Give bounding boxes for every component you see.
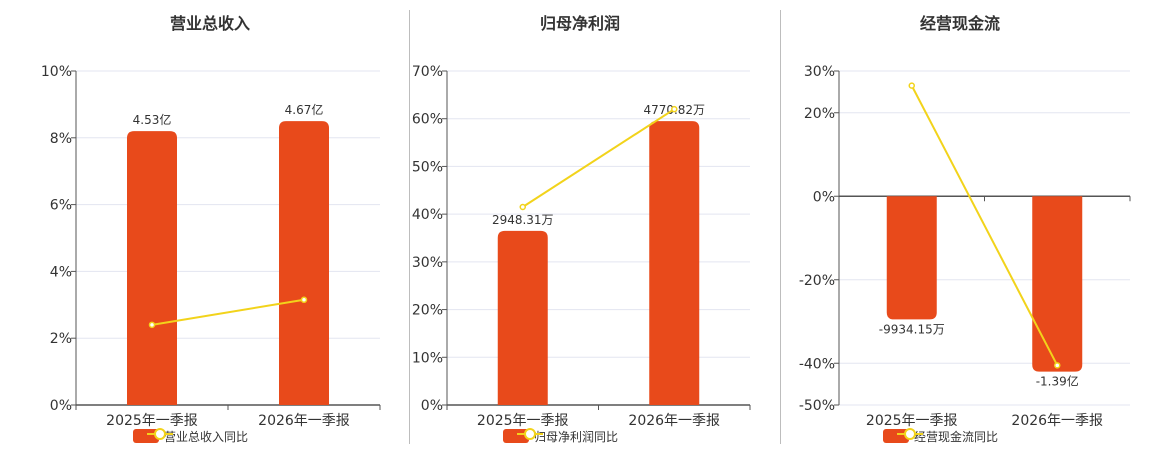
yoy-point[interactable] [1054,362,1061,369]
panel-divider [780,10,781,444]
bar[interactable] [497,230,548,405]
bar-data-label: 4.53亿 [133,112,172,127]
y-tick-label: 50% [412,159,443,175]
yoy-point[interactable] [908,82,915,89]
bar-swatch [133,429,159,443]
line-legend-icon [517,428,543,440]
legend-bar-label: 归母净利润 [534,429,595,444]
y-tick-label: 0% [813,189,835,205]
legend-bar-label: 经营现金流 [914,429,975,444]
legend-bar-label: 营业总收入 [164,429,225,444]
yoy-line [522,108,675,208]
bar[interactable] [886,196,937,320]
bar[interactable] [279,121,329,405]
y-tick-label: 40% [412,207,443,223]
bar-data-label: 2948.31万 [492,213,554,227]
revenue-chart: 营业总收入 0% 2% 4% 6% 8% 10% 2025年一季报 2026年一季报 4.53亿 4… [41,14,381,429]
x-tick-label: 2026年一季报 [258,413,350,429]
y-tick-label: -50% [799,398,835,414]
line-legend-icon [147,428,173,440]
yoy-line [910,85,1059,366]
y-tick-label: 20% [804,106,835,122]
cashflow-legend[interactable]: 经营现金流 同比 [883,427,998,445]
x-tick-label: 2025年一季报 [866,413,958,429]
bar-data-label: -1.39亿 [1036,374,1079,389]
y-tick-label: 30% [412,255,443,271]
chart-title: 经营现金流 [920,14,1000,33]
y-tick-label: 10% [412,350,443,366]
bar[interactable] [127,131,177,405]
yoy-line [151,298,305,326]
net-profit-chart: 归母净利润 0% 10% 20% 30% 40% 50% 60% 70% 2025年一季报 2026… [412,14,751,429]
y-tick-label: 6% [50,198,72,214]
yoy-point[interactable] [519,203,526,211]
x-tick-label: 2025年一季报 [106,413,198,429]
panel-divider [409,10,410,444]
y-tick-label: 0% [50,398,72,414]
y-tick-label: 20% [412,303,443,319]
revenue-chart-panel: 营业总收入 0% 2% 4% 6% 8% 10% 2025年一季报 2026年一季报 4.53亿 4… [0,0,400,450]
y-tick-label: 10% [41,64,72,80]
yoy-point[interactable] [148,321,156,329]
y-tick-label: -20% [799,273,835,289]
y-tick-label: 0% [421,398,443,414]
yoy-point[interactable] [300,296,308,304]
chart-title: 营业总收入 [170,14,250,33]
operating-cashflow-chart-panel: 经营现金流 -50% -40% -20% 0% 20% 30% 2025年一季报 2026年一季… [781,0,1160,450]
bar-swatch [883,429,909,443]
y-tick-label: 70% [412,64,443,80]
net-profit-chart-panel: 归母净利润 0% 10% 20% 30% 40% 50% 60% 70% 2025年一季报 2026… [410,0,780,450]
y-tick-label: -40% [799,356,835,372]
bar-data-label: -9934.15万 [879,322,945,336]
yoy-point[interactable] [671,105,678,113]
x-tick-label: 2026年一季报 [1011,413,1103,429]
x-tick-label: 2025年一季报 [477,413,569,429]
y-tick-label: 30% [804,64,835,80]
y-tick-label: 2% [50,331,72,347]
x-tick-label: 2026年一季报 [628,413,720,429]
net-profit-legend[interactable]: 归母净利润 同比 [503,427,618,445]
bar[interactable] [1032,196,1083,372]
y-tick-label: 60% [412,112,443,128]
chart-title: 归母净利润 [540,14,620,33]
revenue-legend[interactable]: 营业总收入 同比 [133,427,248,445]
legend-line-label: 同比 [974,429,999,444]
line-legend-icon [897,428,923,440]
bar-swatch [503,429,529,443]
legend-line-label: 同比 [594,429,619,444]
operating-cashflow-chart: 经营现金流 -50% -40% -20% 0% 20% 30% 2025年一季报 2026年一季… [799,14,1131,429]
legend-line-label: 同比 [224,429,249,444]
y-tick-label: 8% [50,131,72,147]
bar-data-label: 4.67亿 [285,102,324,117]
y-tick-label: 4% [50,264,72,280]
bar[interactable] [649,121,700,405]
